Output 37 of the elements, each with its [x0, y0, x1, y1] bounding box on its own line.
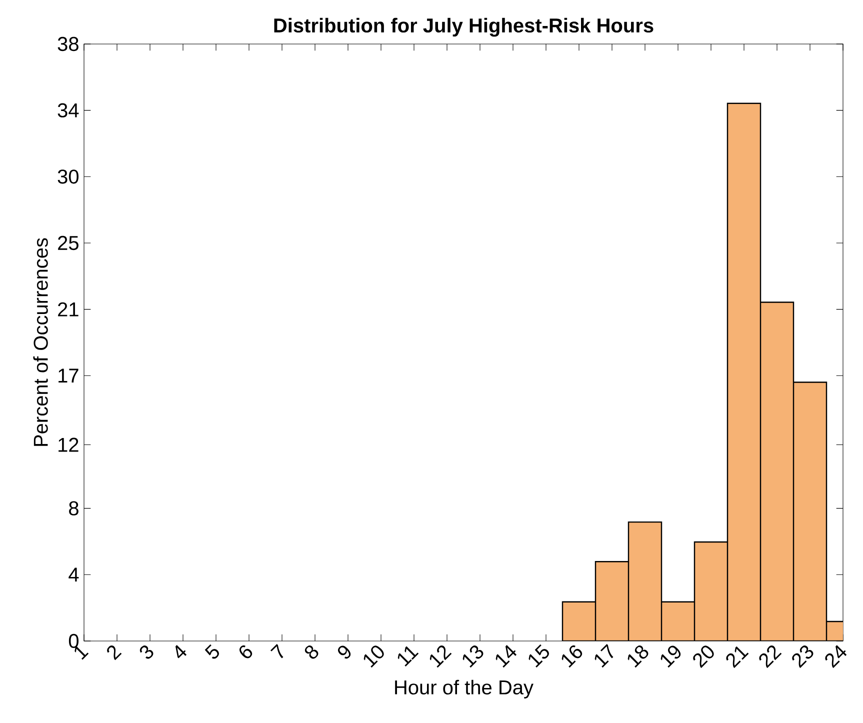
x-tick-label: 15 [528, 644, 549, 668]
y-tick-label: 17 [58, 368, 78, 383]
x-tick-label: 5 [204, 644, 219, 659]
y-tick-label: 4 [68, 568, 79, 582]
x-tick-label: 2 [107, 646, 122, 660]
y-tick-label: 34 [58, 103, 79, 118]
x-tick-label: 9 [338, 646, 351, 659]
y-tick-label: 25 [58, 236, 78, 250]
x-tick-label: 23 [792, 645, 814, 668]
chart-title: Distribution for July Highest-Risk Hours [274, 18, 654, 37]
y-tick-label: 21 [58, 302, 78, 316]
x-tick-label: 10 [364, 646, 384, 668]
x-tick-label: 6 [239, 645, 252, 658]
x-tick-label: 3 [140, 645, 154, 659]
x-tick-label: 18 [628, 645, 648, 668]
x-tick-label: 11 [398, 646, 419, 667]
y-tick-label: 8 [69, 501, 78, 516]
x-axis-title: Hour of the Day [395, 680, 534, 698]
x-tick-label: 21 [726, 646, 749, 668]
x-tick-label: 14 [496, 645, 517, 668]
y-tick-label: 38 [58, 36, 78, 52]
y-axis-title: Percent of Occurrences [33, 238, 48, 446]
y-tick-label: 12 [58, 438, 78, 452]
x-tick-label: 24 [825, 645, 847, 668]
x-tick-label: 1 [74, 646, 89, 660]
y-tick-label: 0 [68, 634, 79, 648]
x-tick-label: 13 [462, 645, 484, 668]
x-tick-label: 8 [304, 645, 318, 659]
x-tick-label: 20 [693, 646, 714, 668]
x-tick-label: 7 [270, 644, 284, 658]
x-tick-label: 22 [759, 646, 782, 668]
y-tick-label: 30 [58, 170, 78, 184]
x-tick-label: 12 [430, 646, 452, 668]
x-tick-label: 16 [562, 645, 582, 668]
x-tick-label: 4 [175, 645, 187, 658]
x-tick-label: 17 [594, 644, 614, 668]
x-tick-label: 19 [660, 646, 681, 668]
